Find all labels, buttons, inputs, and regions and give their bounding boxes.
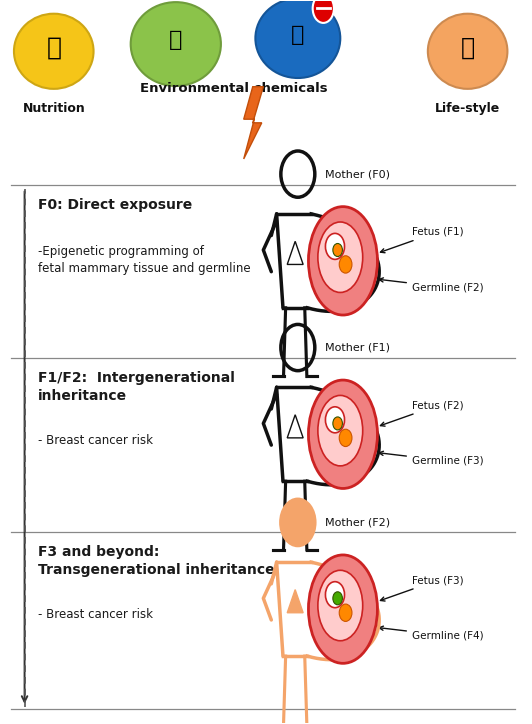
Text: Mother (F1): Mother (F1) bbox=[326, 342, 390, 353]
Ellipse shape bbox=[131, 2, 221, 86]
Circle shape bbox=[326, 233, 345, 259]
Text: Mother (F0): Mother (F0) bbox=[326, 169, 390, 179]
Text: - Breast cancer risk: - Breast cancer risk bbox=[38, 434, 153, 447]
Text: Nutrition: Nutrition bbox=[22, 102, 85, 115]
Circle shape bbox=[333, 592, 343, 605]
Polygon shape bbox=[287, 589, 303, 613]
Ellipse shape bbox=[309, 380, 377, 489]
Text: 🍇: 🍇 bbox=[46, 35, 61, 59]
Text: -Epigenetic programming of
fetal mammary tissue and germline: -Epigenetic programming of fetal mammary… bbox=[38, 245, 251, 275]
Text: Fetus (F3): Fetus (F3) bbox=[380, 576, 463, 601]
Text: F0: Direct exposure: F0: Direct exposure bbox=[38, 198, 192, 212]
Ellipse shape bbox=[428, 14, 508, 89]
Circle shape bbox=[326, 407, 345, 433]
Text: 🛋️: 🛋️ bbox=[169, 30, 182, 51]
Text: Fetus (F1): Fetus (F1) bbox=[380, 227, 463, 253]
Text: 🌿: 🌿 bbox=[291, 25, 304, 45]
Circle shape bbox=[333, 243, 343, 256]
Ellipse shape bbox=[318, 571, 363, 641]
Text: - Breast cancer risk: - Breast cancer risk bbox=[38, 607, 153, 620]
Polygon shape bbox=[244, 87, 263, 159]
Text: Fetus (F2): Fetus (F2) bbox=[380, 400, 463, 426]
Circle shape bbox=[326, 581, 345, 607]
Circle shape bbox=[339, 429, 352, 447]
Ellipse shape bbox=[309, 206, 377, 315]
Circle shape bbox=[313, 0, 334, 23]
Text: Environmental chemicals: Environmental chemicals bbox=[140, 83, 328, 96]
Circle shape bbox=[333, 417, 343, 430]
Ellipse shape bbox=[318, 395, 363, 466]
Text: Mother (F2): Mother (F2) bbox=[326, 518, 390, 527]
Text: Germline (F3): Germline (F3) bbox=[379, 451, 484, 466]
Ellipse shape bbox=[318, 222, 363, 292]
Text: F3 and beyond:
Transgenerational inheritance: F3 and beyond: Transgenerational inherit… bbox=[38, 545, 275, 577]
Circle shape bbox=[339, 256, 352, 273]
Text: F1/F2:  Intergenerational
inheritance: F1/F2: Intergenerational inheritance bbox=[38, 371, 235, 403]
Text: Germline (F4): Germline (F4) bbox=[379, 626, 484, 641]
Circle shape bbox=[339, 604, 352, 621]
Ellipse shape bbox=[255, 0, 340, 78]
Ellipse shape bbox=[14, 14, 94, 89]
Text: Germline (F2): Germline (F2) bbox=[379, 278, 484, 292]
Text: Life-style: Life-style bbox=[435, 102, 500, 115]
Circle shape bbox=[281, 500, 315, 546]
Ellipse shape bbox=[309, 555, 377, 663]
Text: 🏋️: 🏋️ bbox=[461, 35, 475, 59]
